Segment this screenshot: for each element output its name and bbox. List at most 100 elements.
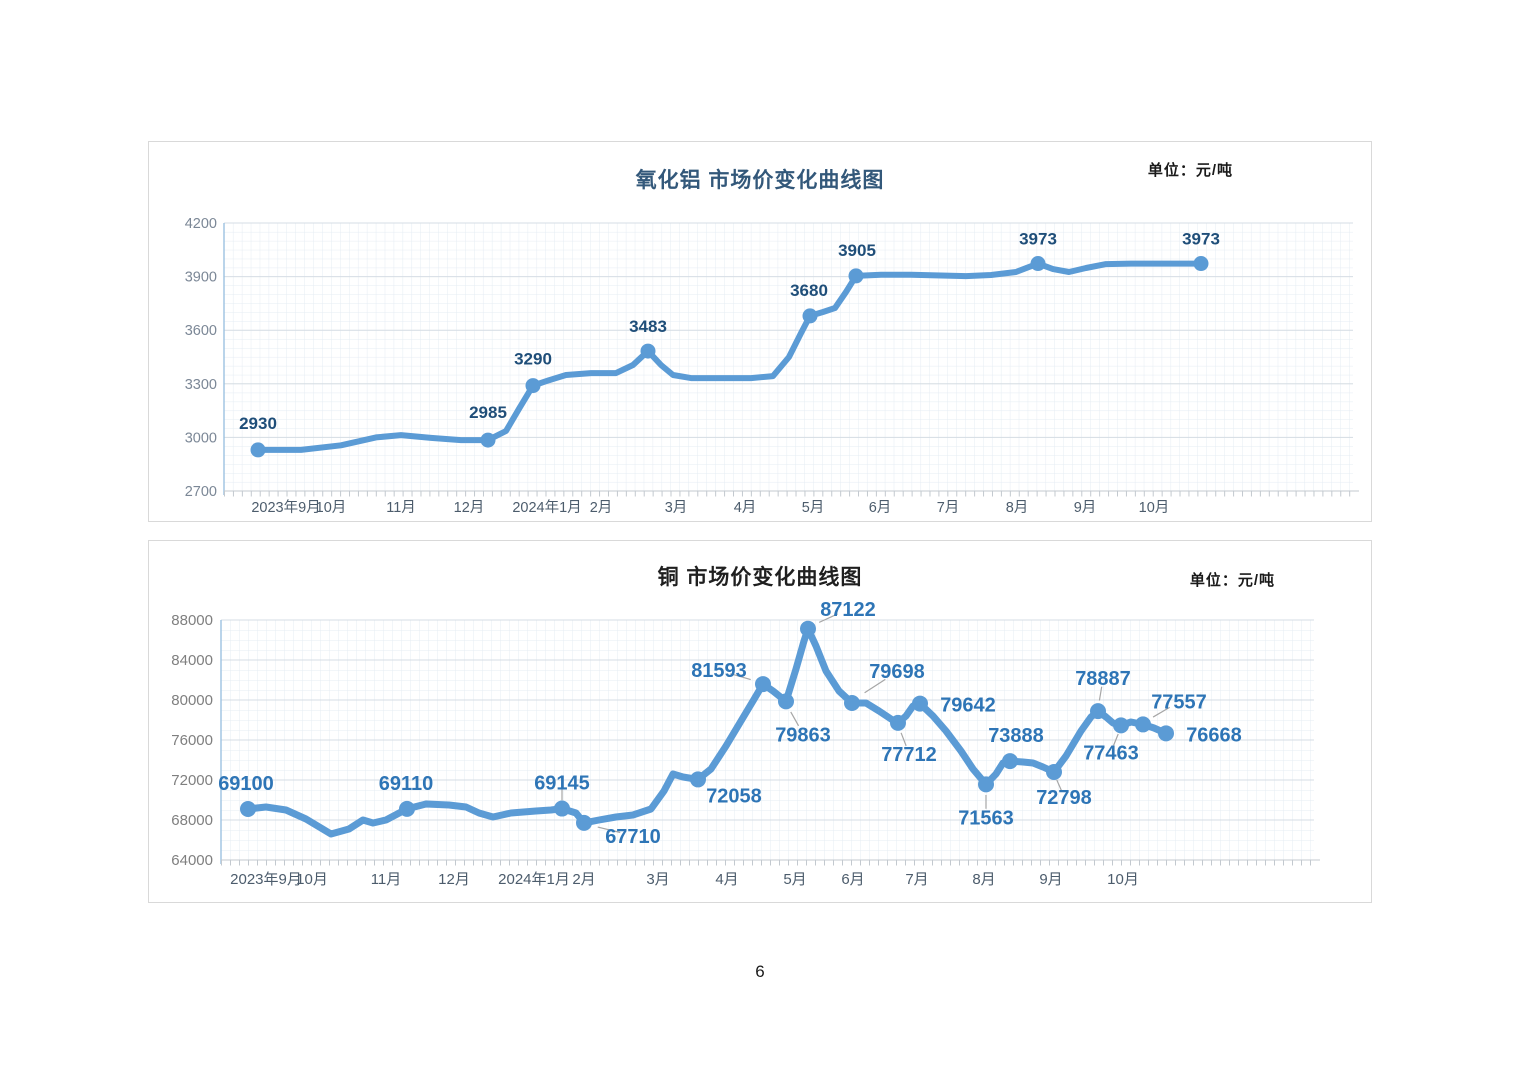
copper-line-chart: 64000 68000 72000 76000 80000 84000 88000 2023年… xyxy=(171,599,1320,888)
x-axis-tick-label: 3月 xyxy=(646,871,669,888)
data-point-label: 69110 xyxy=(379,773,434,795)
alumina-chart-title: 氧化铝 市场价变化曲线图 xyxy=(635,169,885,192)
price-series-line xyxy=(244,625,1170,838)
data-point-label: 3905 xyxy=(838,241,876,260)
x-axis-tick-label: 12月 xyxy=(454,500,485,516)
x-axis-tick-label: 8月 xyxy=(972,871,995,888)
y-axis-tick-label: 2700 xyxy=(185,484,217,500)
data-point-label: 78887 xyxy=(1075,668,1131,690)
y-axis-tick-label: 3300 xyxy=(185,377,217,393)
x-axis-tick-label: 11月 xyxy=(386,500,416,516)
data-label-leader-line xyxy=(1098,686,1103,701)
x-axis-tick-label: 2023年9月 xyxy=(251,499,320,516)
data-point-marker xyxy=(912,695,928,712)
data-point-marker xyxy=(1002,753,1018,770)
x-axis-tick-label: 6月 xyxy=(841,871,864,888)
data-point-marker xyxy=(1135,716,1151,733)
data-point-label: 79642 xyxy=(940,695,996,717)
y-axis-tick-label: 76000 xyxy=(171,732,213,749)
data-point-marker xyxy=(250,442,266,458)
copper-chart-panel: 铜 市场价变化曲线图 单位：元/吨 64000 68000 72000 76000 80… xyxy=(148,540,1372,903)
data-point-marker xyxy=(844,695,860,712)
data-point-marker xyxy=(690,771,706,788)
y-axis-tick-label: 3900 xyxy=(185,270,217,286)
data-point-marker xyxy=(1193,256,1209,272)
data-point-label: 3973 xyxy=(1019,230,1057,249)
data-point-marker xyxy=(399,800,415,817)
data-point-marker xyxy=(978,776,994,793)
data-point-marker xyxy=(848,268,864,284)
data-point-marker xyxy=(240,801,256,817)
x-axis-tick-label: 2月 xyxy=(572,871,595,888)
data-label-leader-line xyxy=(818,613,838,623)
data-point-marker xyxy=(755,676,771,693)
y-axis-tick-label: 4200 xyxy=(185,216,217,232)
data-point-marker xyxy=(1113,717,1129,734)
data-point-marker xyxy=(1046,764,1062,781)
data-point-marker xyxy=(576,814,592,831)
data-label-leader-line xyxy=(864,678,886,694)
data-point-marker xyxy=(778,693,794,710)
data-label-leader-line xyxy=(1152,706,1170,718)
data-point-label: 67710 xyxy=(605,826,661,848)
data-point-marker xyxy=(890,714,906,731)
x-axis-tick-label: 10月 xyxy=(296,871,328,888)
x-axis-tick-label: 2023年9月 xyxy=(230,871,302,888)
x-axis-tick-label: 7月 xyxy=(905,871,928,888)
y-axis-tick-label: 72000 xyxy=(171,772,213,789)
data-point-label: 79863 xyxy=(775,724,831,746)
data-label-leader-line xyxy=(730,673,751,681)
y-axis-tick-label: 88000 xyxy=(171,612,213,629)
x-axis-tick-label: 10月 xyxy=(1139,500,1170,516)
x-axis-tick-label: 2024年1月 xyxy=(512,499,581,516)
alumina-chart-panel: 氧化铝 市场价变化曲线图 单位：元/吨 2700 3000 3300 3600 3900… xyxy=(148,141,1372,522)
data-point-label: 73888 xyxy=(988,725,1044,747)
data-point-label: 72058 xyxy=(706,785,762,807)
x-axis-tick-label: 6月 xyxy=(869,500,892,516)
data-point-label: 69145 xyxy=(534,773,590,795)
data-point-label: 3483 xyxy=(629,317,667,336)
x-axis-tick-label: 2024年1月 xyxy=(498,871,570,888)
data-point-marker xyxy=(802,308,818,324)
data-point-label: 71563 xyxy=(958,807,1014,829)
copper-chart-unit: 单位：元/吨 xyxy=(1189,572,1275,589)
page-number: 6 xyxy=(755,962,765,981)
x-axis-tick-label: 7月 xyxy=(937,500,960,516)
y-axis-tick-label: 68000 xyxy=(171,812,213,829)
data-label-leader-line xyxy=(1056,779,1062,791)
data-point-label: 3290 xyxy=(514,350,552,369)
data-point-marker xyxy=(800,620,816,637)
data-label-leader-line xyxy=(790,711,800,727)
data-label-leader-line xyxy=(597,826,621,834)
y-axis-tick-label: 64000 xyxy=(171,852,213,869)
data-point-label: 2930 xyxy=(239,414,277,433)
data-point-marker xyxy=(525,378,541,394)
data-point-label: 87122 xyxy=(820,599,876,621)
x-axis-tick-label: 9月 xyxy=(1074,500,1097,516)
data-point-label: 77712 xyxy=(881,744,937,766)
x-axis-tick-label: 5月 xyxy=(783,871,806,888)
data-point-label: 69100 xyxy=(218,773,274,795)
data-point-label: 81593 xyxy=(691,660,747,682)
x-axis-tick-label: 4月 xyxy=(715,871,738,888)
data-point-label: 77557 xyxy=(1151,691,1207,713)
y-axis-tick-label: 3600 xyxy=(185,323,217,339)
x-axis-tick-label: 4月 xyxy=(734,500,757,516)
data-label-leader-line xyxy=(1113,733,1119,746)
data-point-marker xyxy=(480,432,496,448)
x-axis-tick-label: 2月 xyxy=(590,500,613,516)
alumina-chart-unit: 单位：元/吨 xyxy=(1147,162,1233,179)
x-axis-tick-label: 10月 xyxy=(316,500,347,516)
data-point-marker xyxy=(554,800,570,817)
data-point-marker xyxy=(1090,703,1106,720)
y-axis-tick-label: 84000 xyxy=(171,652,213,669)
x-axis-tick-label: 12月 xyxy=(438,871,470,888)
data-point-label: 3973 xyxy=(1182,230,1220,249)
data-point-label: 76668 xyxy=(1186,724,1242,746)
y-axis-tick-label: 80000 xyxy=(171,692,213,709)
x-axis-tick-label: 8月 xyxy=(1006,500,1029,516)
data-point-label: 79698 xyxy=(869,661,925,683)
x-axis-tick-label: 9月 xyxy=(1039,871,1062,888)
x-axis-tick-label: 5月 xyxy=(802,500,825,516)
